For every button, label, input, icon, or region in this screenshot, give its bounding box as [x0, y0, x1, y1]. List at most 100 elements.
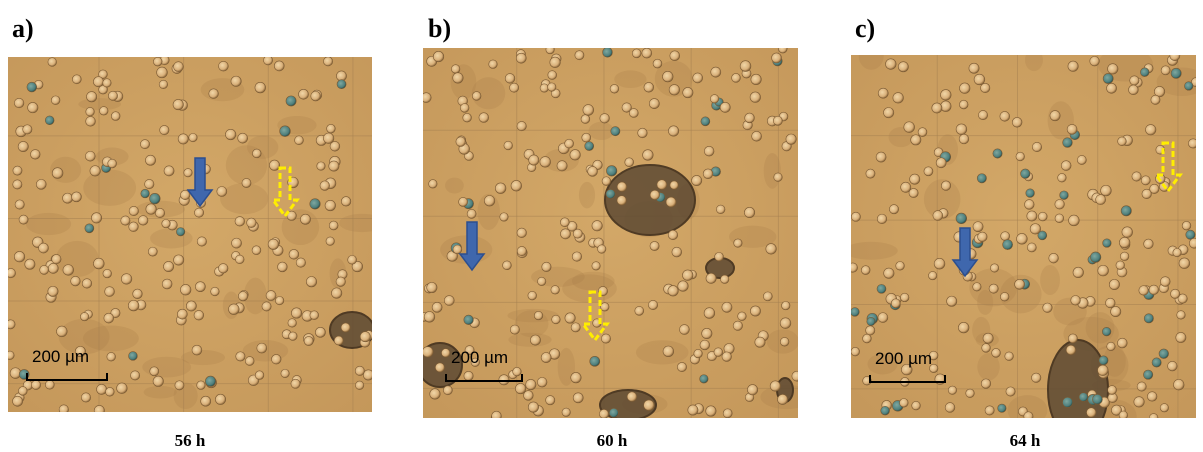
cell — [291, 308, 301, 318]
cell — [331, 288, 341, 298]
cell — [1073, 267, 1084, 278]
cell — [1179, 258, 1190, 269]
cell — [1032, 142, 1041, 151]
cell — [573, 393, 583, 403]
cell — [192, 345, 202, 355]
cell — [443, 386, 452, 395]
cell — [94, 405, 104, 415]
cell — [424, 312, 435, 323]
cell — [255, 371, 264, 380]
cell — [336, 277, 345, 286]
cell — [851, 212, 860, 221]
cell — [117, 383, 128, 394]
cell — [59, 405, 68, 414]
cell — [985, 406, 994, 415]
cell — [1031, 373, 1040, 382]
cell — [570, 150, 580, 160]
cell — [306, 277, 316, 287]
cell — [989, 284, 998, 293]
cell — [1170, 51, 1180, 61]
cell — [537, 377, 547, 387]
cell — [598, 245, 606, 253]
cell — [433, 51, 443, 61]
cell — [1071, 296, 1081, 306]
cell — [592, 262, 600, 270]
cell — [40, 265, 49, 274]
cell — [173, 99, 183, 109]
cell — [629, 109, 638, 118]
cell — [429, 180, 437, 188]
cell — [130, 371, 139, 380]
cell — [1038, 212, 1047, 221]
cell — [91, 213, 101, 223]
stained-cell — [1121, 206, 1131, 216]
cell — [355, 381, 363, 389]
cell — [215, 394, 225, 404]
cell — [722, 352, 732, 362]
cell — [107, 352, 116, 361]
cell — [552, 315, 561, 324]
stained-cell — [700, 375, 708, 383]
cell — [1139, 286, 1149, 296]
cell — [1030, 224, 1040, 234]
cell — [159, 80, 168, 89]
cell — [1111, 306, 1121, 316]
cell — [48, 263, 58, 273]
cell — [627, 392, 637, 402]
cell — [1090, 56, 1100, 66]
debris — [1048, 340, 1108, 440]
cell — [792, 371, 802, 381]
stained-cell — [176, 228, 184, 236]
cell — [780, 318, 791, 329]
cell — [1024, 412, 1033, 421]
cell — [876, 152, 886, 162]
cell — [296, 258, 305, 267]
cell — [80, 312, 88, 320]
panel-caption: 60 h — [597, 431, 628, 450]
cell — [1142, 189, 1152, 199]
stained-cell — [606, 189, 615, 198]
cell — [546, 396, 555, 405]
stained-cell — [590, 356, 600, 366]
cell — [515, 383, 525, 393]
cell — [747, 385, 757, 395]
cell — [650, 241, 659, 250]
cell — [48, 286, 58, 296]
cell — [150, 367, 159, 376]
cell — [129, 206, 138, 215]
cell — [23, 125, 32, 134]
cell — [363, 370, 373, 380]
cell — [575, 51, 584, 60]
panel-label: b) — [428, 14, 451, 43]
cell — [723, 409, 732, 418]
cell — [145, 155, 155, 165]
cell — [877, 214, 887, 224]
cell — [1096, 195, 1106, 205]
cell — [153, 376, 163, 386]
stained-cell — [850, 308, 859, 317]
cell — [217, 187, 227, 197]
cell — [617, 196, 626, 205]
cell — [884, 107, 894, 117]
cell — [960, 83, 970, 93]
cell — [444, 296, 454, 306]
scale-bar-label: 200 µm — [32, 347, 89, 366]
cell — [453, 245, 462, 254]
micrograph: 200 µm — [6, 56, 385, 416]
cell — [565, 313, 575, 323]
cell — [186, 301, 196, 311]
cell — [537, 277, 545, 285]
cell — [459, 197, 468, 206]
cell — [269, 160, 279, 170]
cell — [1149, 285, 1159, 295]
cell — [326, 237, 334, 245]
cell — [1118, 137, 1127, 146]
cell — [1055, 214, 1064, 223]
cell — [969, 63, 979, 73]
cell — [638, 128, 648, 138]
cell — [1069, 215, 1080, 226]
cell — [329, 161, 339, 171]
cell — [625, 158, 634, 167]
cell — [162, 219, 171, 228]
